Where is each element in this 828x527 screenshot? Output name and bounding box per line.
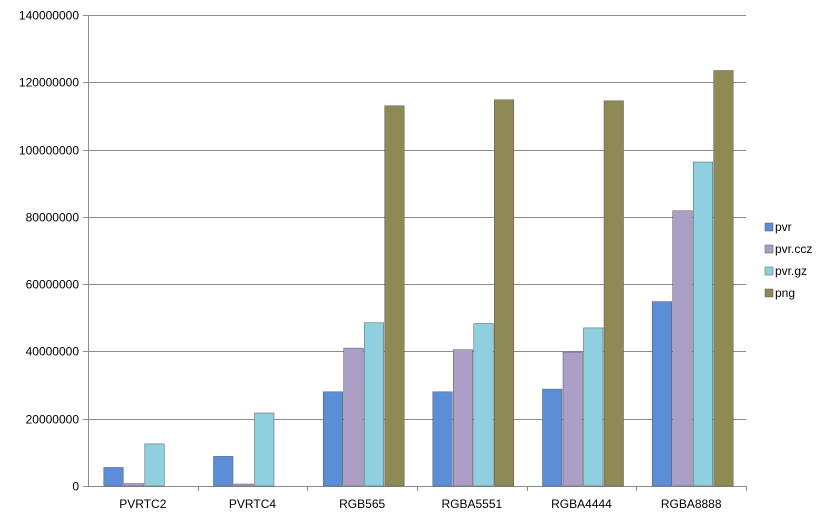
legend-swatch-pvr [764, 222, 774, 232]
bar-pvr-pvrtc2 [103, 467, 124, 487]
bar-pvr-gz-pvrtc2 [144, 443, 165, 487]
legend-label-pvr-gz: pvr.gz [775, 264, 807, 278]
bar-pvr-rgb565 [322, 391, 343, 487]
bar-pvr-ccz-rgba8888 [672, 210, 693, 487]
legend-swatch-png [764, 288, 774, 298]
x-category-label: PVRTC2 [119, 497, 166, 511]
bar-pvr-gz-rgb565 [363, 322, 384, 487]
bar-pvr-gz-pvrtc4 [254, 412, 275, 487]
bar-pvr-gz-rgba8888 [692, 161, 713, 487]
bar-pvr-ccz-rgba5551 [453, 349, 474, 487]
legend-swatch-pvr-gz [764, 266, 774, 276]
legend-swatch-pvr-ccz [764, 244, 774, 254]
bar-pvr-ccz-pvrtc4 [233, 483, 254, 487]
x-category-label: RGB565 [339, 497, 385, 511]
legend-label-pvr-ccz: pvr.ccz [775, 242, 812, 256]
legend-label-pvr: pvr [775, 220, 792, 234]
bar-pvr-rgba8888 [651, 301, 672, 487]
y-tick-label: 140000000 [19, 9, 79, 23]
bar-png-rgba8888 [713, 70, 734, 487]
bar-pvr-rgba5551 [432, 391, 453, 487]
x-category-label: PVRTC4 [229, 497, 276, 511]
y-tick-label: 40000000 [26, 345, 80, 359]
x-category-label: RGBA8888 [661, 497, 722, 511]
y-tick-label: 60000000 [26, 278, 80, 292]
bar-pvr-ccz-pvrtc2 [124, 483, 145, 487]
bar-pvr-rgba4444 [542, 388, 563, 487]
x-category-label: RGBA5551 [441, 497, 502, 511]
y-tick-label: 80000000 [26, 211, 80, 225]
y-tick-label: 20000000 [26, 413, 80, 427]
bar-pvr-pvrtc4 [213, 456, 234, 487]
x-category-label: RGBA4444 [551, 497, 612, 511]
bar-pvr-gz-rgba4444 [583, 327, 604, 487]
y-tick-label: 120000000 [19, 76, 79, 90]
y-tick-label: 100000000 [19, 144, 79, 158]
y-tick-label: 0 [72, 480, 79, 494]
bar-png-rgba4444 [603, 100, 624, 487]
bar-pvr-ccz-rgb565 [343, 347, 364, 487]
legend-label-png: png [775, 286, 795, 300]
bar-png-rgb565 [384, 105, 405, 487]
bar-pvr-ccz-rgba4444 [562, 351, 583, 487]
bar-pvr-gz-rgba5551 [473, 323, 494, 487]
bar-png-rgba5551 [494, 99, 515, 487]
